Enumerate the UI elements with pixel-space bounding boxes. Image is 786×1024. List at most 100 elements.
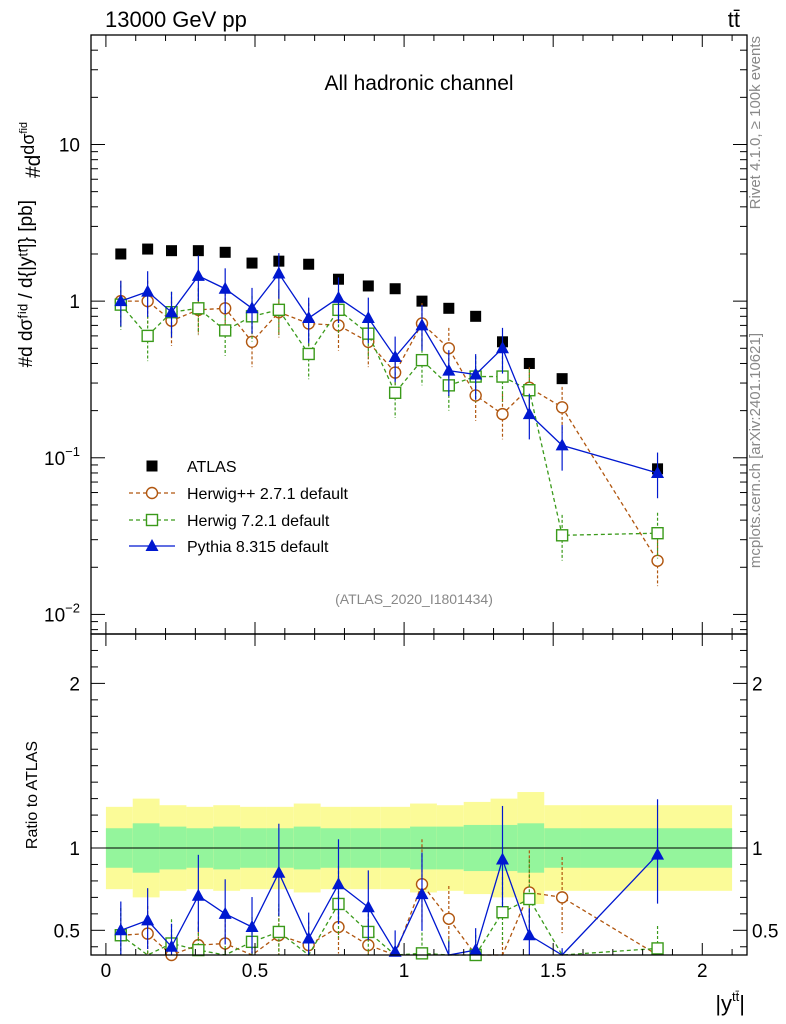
ratio-point (218, 906, 232, 919)
data-point (245, 301, 259, 314)
ratio-point (469, 943, 483, 956)
data-series (114, 243, 665, 962)
ratio-line (120, 854, 659, 956)
ratio-point (272, 925, 286, 939)
main-y-tick-label: 10−2 (44, 600, 80, 626)
data-point (443, 302, 455, 314)
data-point (555, 401, 569, 414)
data-point (141, 284, 155, 297)
legend-marker (145, 513, 159, 527)
ratio-y-tick-label-right: 1 (752, 839, 763, 860)
ratio-point (191, 888, 205, 901)
data-point (523, 357, 535, 369)
plot-frames (90, 34, 748, 956)
data-point (302, 311, 316, 324)
data-point (361, 311, 375, 324)
series-line (120, 300, 659, 562)
series-line (120, 272, 658, 474)
ratio-point (651, 942, 664, 955)
ratio-y-tick-label: 0.5 (54, 921, 80, 942)
ratio-point (302, 931, 316, 944)
ratio-y-tick-label-right: 0.5 (752, 921, 778, 942)
ratio-line (120, 898, 658, 956)
mcplots-source-label: mcplots.cern.ch [arXiv:2401.10621] (747, 333, 764, 568)
data-point (522, 407, 536, 420)
data-point (416, 295, 428, 307)
svg-text:#ddσfid: #ddσfid (18, 122, 45, 178)
data-point (470, 310, 482, 322)
ratio-point (415, 887, 429, 900)
ratio-y-axis-title: Ratio to ATLAS (24, 741, 41, 849)
data-point (272, 266, 286, 279)
ratio-line (120, 882, 658, 956)
data-point (415, 353, 429, 367)
ratio-point (555, 891, 569, 904)
legend-label-pythia: Pythia 8.315 default (187, 539, 329, 556)
data-point (142, 243, 154, 255)
legend-marker (145, 486, 159, 500)
legend-label-herwig7: Herwig 7.2.1 default (187, 513, 330, 530)
x-axis-title: |ytt̄| (715, 989, 745, 1016)
data-point (442, 363, 456, 376)
ratio-point (651, 847, 665, 860)
ratio-panel-frame (90, 633, 748, 956)
data-point (191, 268, 205, 281)
legend (129, 460, 175, 551)
main-y-tick-label: 10−1 (44, 444, 80, 470)
ratio-point (496, 906, 509, 919)
analysis-id: (ATLAS_2020_I1801434) (335, 591, 493, 607)
data-point (388, 386, 402, 399)
legend-marker (146, 460, 158, 472)
data-point (331, 290, 345, 303)
data-point (651, 465, 665, 478)
data-point (219, 246, 231, 258)
data-point (388, 349, 402, 362)
data-point (556, 373, 568, 385)
data-point (496, 407, 509, 421)
legend-label-atlas: ATLAS (187, 459, 237, 476)
x-tick-label: 2 (697, 961, 708, 982)
data-point (389, 283, 401, 295)
data-point (218, 324, 232, 337)
main-y-axis-title: #ddσfid (18, 122, 45, 178)
data-point (495, 341, 509, 354)
rivet-version-label: Rivet 4.1.0, ≥ 100k events (747, 36, 764, 209)
ratio-y-tick-label: 1 (69, 839, 80, 860)
data-point (218, 281, 232, 294)
energy-label: 13000 GeV pp (105, 7, 247, 32)
ratio-point (245, 920, 259, 933)
data-point (555, 529, 569, 542)
data-point (192, 302, 205, 315)
ratio-point (415, 947, 429, 960)
ratio-point (192, 943, 205, 957)
x-tick-label: 1 (399, 961, 410, 982)
data-point (555, 438, 569, 451)
ratio-point (522, 928, 536, 941)
data-point (302, 347, 315, 361)
data-point (303, 258, 315, 270)
ratio-point (165, 939, 179, 952)
ratio-point (388, 944, 402, 957)
data-point (192, 245, 204, 257)
main-y-axis-title-full: #d dσᶠⁱᵈ / d{|yᵗᵗ̄|} [pb] (16, 200, 37, 367)
data-point (362, 280, 374, 292)
data-point (246, 257, 258, 269)
data-point (115, 248, 127, 260)
data-point (651, 554, 664, 567)
ratio-point (523, 892, 536, 906)
ratio-point (114, 923, 128, 936)
ratio-point (331, 877, 345, 890)
ratio-point (272, 865, 286, 878)
legend-marker (145, 539, 159, 551)
ratio-y-tick-label-right: 2 (752, 674, 763, 695)
data-point (114, 294, 128, 307)
ratio-series-2 (114, 799, 665, 957)
x-tick-label: 0 (101, 961, 112, 982)
data-point (165, 305, 179, 318)
ratio-point (361, 900, 375, 913)
channel-label: All hadronic channel (324, 72, 513, 95)
data-point (166, 245, 178, 257)
x-tick-label: 1.5 (540, 961, 566, 982)
main-y-tick-label: 10 (59, 135, 80, 156)
